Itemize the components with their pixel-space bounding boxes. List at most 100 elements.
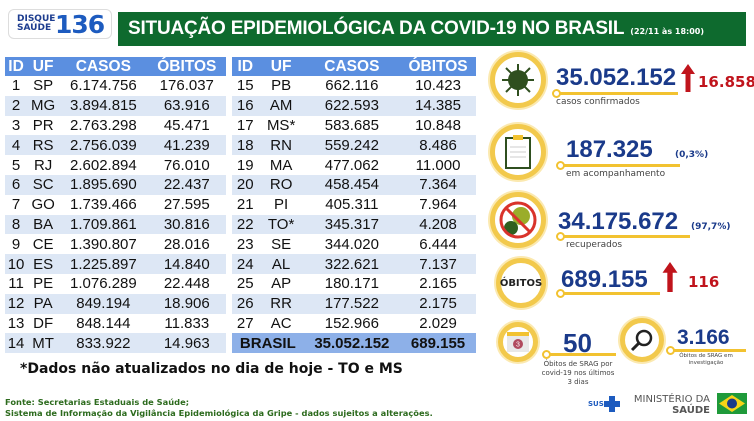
table-row: 9 CE 1.390.807 28.016 [5,234,226,254]
table-row: 3 PR 2.763.298 45.471 [5,116,226,136]
table-cell: RS [27,135,60,156]
table-cell: 4.208 [400,214,476,235]
table-cell: PB [271,77,292,95]
table-cell: RR [258,293,304,314]
table-cell: 180.171 [324,275,379,293]
table-cell: 14 [5,333,28,354]
disque-saude-logo: DISQUE SAÚDE 136 [8,9,112,39]
deaths-badge: ÓBITOS [499,277,543,289]
table-row: 16 AM 622.593 14.385 [232,95,476,116]
table-cell: 1.076.289 [70,275,137,293]
column-header: UF [258,57,304,76]
table-cell: 344.020 [324,235,379,253]
no-virus-icon [499,201,537,239]
table-cell: 2.175 [400,293,476,314]
search-circle [620,318,664,362]
table-cell: 10 [5,254,28,274]
table-cell: 458.454 [303,174,401,195]
table-row: 27 AC 152.966 2.029 [232,314,476,334]
confirmed-increase: 16.858 [698,73,754,91]
source-line: Sistema de Informação da Vigilância Epid… [5,408,433,418]
table-cell: 10.848 [415,116,461,134]
table-cell: 152.966 [324,314,379,332]
table-row: 17 MS* 583.685 10.848 [232,116,476,136]
table-cell: 559.242 [303,135,401,156]
table-cell: AM [258,95,304,116]
brazil-flag-icon [717,393,747,414]
column-header: ID [5,57,28,76]
table-cell: 10.423 [415,77,461,95]
magnifier-icon [630,329,653,352]
table-cell: PA [27,293,60,314]
table-cell: PI [274,196,289,214]
table-cell: 848.144 [76,314,131,332]
column-header: UF [27,57,60,76]
table-cell: 12 [5,293,28,314]
table-cell: 2.029 [419,314,457,332]
table-cell: AP [271,275,292,293]
table-cell: 17 [236,116,254,134]
table-row: 8 BA 1.709.861 30.816 [5,214,226,235]
table-row: 11 PE 1.076.289 22.448 [5,274,226,294]
total-label: BRASIL [232,333,304,354]
table-cell: 25 [236,275,254,293]
recovered-value: 34.175.672 [558,208,679,235]
total-cases: 35.052.152 [303,333,401,354]
clipboard-icon [505,135,531,169]
column-header: ÓBITOS [400,57,476,76]
table-cell: 22.448 [163,275,210,293]
table-cell: 27.595 [163,196,210,214]
source-line: Fonte: Secretarias Estaduais de Saúde; [5,397,190,407]
ministerio-text: MINISTÉRIO DA [633,394,710,405]
page-title: SITUAÇÃO EPIDEMIOLÓGICA DA COVID-19 NO B… [128,18,625,39]
table-cell: 19 [236,156,254,174]
column-header: ID [232,57,259,76]
table-cell: 24 [232,254,259,274]
table-cell: 13 [7,314,25,332]
states-table-1: ID UF CASOS ÓBITOS 1 SP 6.174.756 176.037 2 MG 3.8… [5,57,226,354]
table-cell: 6.444 [419,235,457,253]
table-cell: 2.165 [419,275,457,293]
table-cell: 11.000 [415,156,461,174]
calendar-day: 3 [516,342,520,349]
srag-investigation-value: 3.166 [677,326,730,349]
table-cell: SE [271,235,292,253]
table-cell: 22.437 [147,174,226,195]
table-cell: 45.471 [163,116,210,134]
header-banner: SITUAÇÃO EPIDEMIOLÓGICA DA COVID-19 NO B… [118,12,746,46]
table-row: 10 ES 1.225.897 14.840 [5,254,226,274]
cross-icon [603,396,620,412]
column-header: CASOS [303,57,401,76]
table-cell: 1.225.897 [59,254,148,274]
deaths-circle: ÓBITOS [496,258,546,308]
table-cell: 345.317 [303,214,401,235]
table-cell: 18.906 [147,293,226,314]
table-cell: 14.385 [400,95,476,116]
table-row: 23 SE 344.020 6.444 [232,234,476,254]
confirmed-label: casos confirmados [556,97,640,107]
table-row: 7 GO 1.739.466 27.595 [5,195,226,215]
virus-icon [502,64,534,96]
footnote: *Dados não atualizados no dia de hoje - … [20,361,403,377]
table-row: 5 RJ 2.602.894 76.010 [5,155,226,175]
recovered-circle [490,192,546,248]
table-cell: PE [33,275,54,293]
table-cell: 76.010 [163,156,210,174]
srag-investigation-label: Óbitos de SRAG em investigação [679,353,733,366]
table-cell: 63.916 [147,95,226,116]
table-cell: 3 [11,116,21,134]
monitoring-percent: (0,3%) [675,150,709,160]
table-cell: 833.922 [59,333,148,354]
table-cell: 20 [232,174,259,195]
table-cell: 16 [232,95,259,116]
table-row: 21 PI 405.311 7.964 [232,195,476,215]
recovered-label: recuperados [566,240,623,250]
table-cell: RO [258,174,304,195]
table-cell: 177.522 [303,293,401,314]
table-row: 4 RS 2.756.039 41.239 [5,135,226,156]
monitoring-value: 187.325 [566,136,653,163]
confirmed-value: 35.052.152 [556,64,677,91]
source: Fonte: Secretarias Estaduais de Saúde; S… [5,397,433,419]
table-cell: 22 [232,214,259,235]
table-cell: TO* [258,214,304,235]
